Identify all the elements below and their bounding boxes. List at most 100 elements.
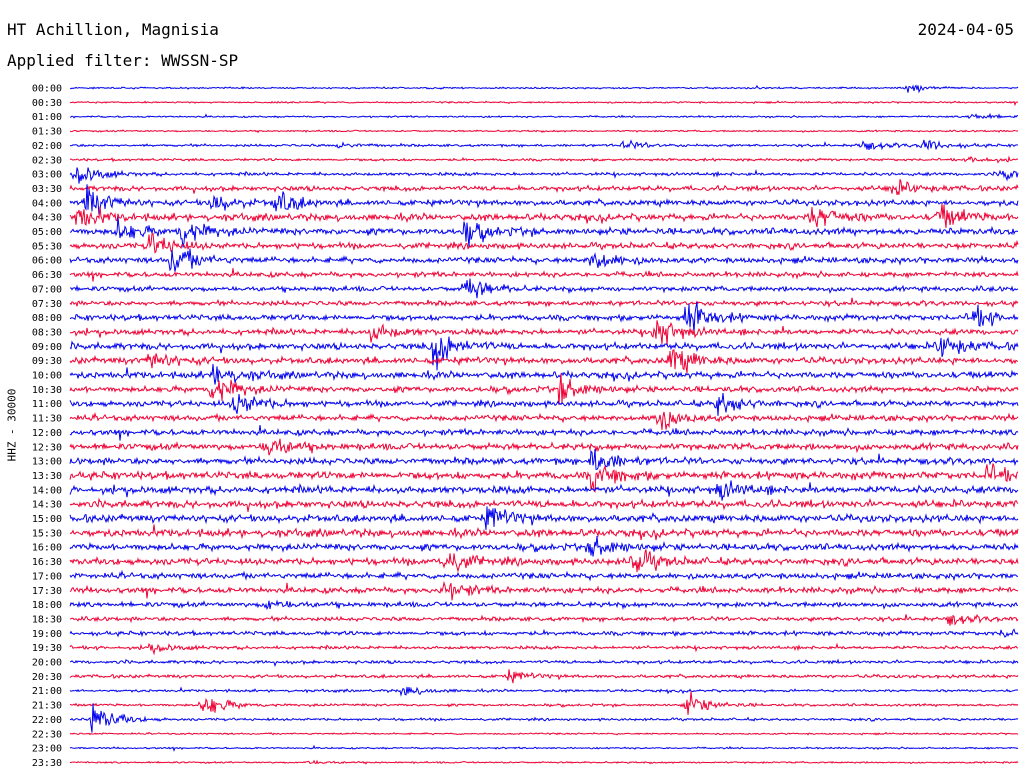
row-label: 06:30: [32, 270, 62, 281]
seismic-trace: [69, 349, 1019, 374]
row-label: 02:00: [32, 141, 62, 152]
row-label: 19:00: [32, 629, 62, 640]
row-label: 12:00: [32, 428, 62, 439]
seismic-trace: [69, 642, 1019, 656]
seismic-trace: [69, 613, 1019, 626]
seismic-trace: [69, 448, 1019, 470]
seismic-trace: [70, 278, 1019, 299]
row-label: 15:00: [32, 514, 62, 525]
row-label: 07:30: [32, 299, 62, 310]
seismic-trace: [69, 297, 1019, 309]
seismic-trace: [69, 658, 1019, 667]
row-label: 21:30: [32, 701, 62, 712]
seismic-trace: [69, 411, 1019, 430]
row-label: 17:30: [32, 586, 62, 597]
row-label: 22:30: [32, 729, 62, 740]
seismic-trace: [69, 669, 1019, 684]
row-label: 18:30: [32, 614, 62, 625]
seismic-trace: [69, 248, 1019, 272]
row-label: 11:30: [32, 414, 62, 425]
seismic-trace: [69, 179, 1019, 196]
row-label: 19:30: [32, 643, 62, 654]
seismic-trace: [69, 731, 1019, 736]
row-label: 10:00: [32, 371, 62, 382]
trace-rows: [69, 84, 1019, 765]
filter-label: Applied filter: WWSSN-SP: [7, 51, 239, 70]
seismic-trace: [69, 112, 1019, 120]
row-label: 07:00: [32, 284, 62, 295]
row-label: 16:00: [32, 543, 62, 554]
row-label: 09:30: [32, 356, 62, 367]
seismic-trace: [69, 599, 1019, 611]
row-label: 09:00: [32, 342, 62, 353]
seismic-trace: [69, 392, 1019, 416]
seismic-trace: [69, 424, 1019, 441]
row-label: 23:30: [32, 758, 62, 769]
seismic-trace: [69, 217, 1019, 248]
row-label: 03:30: [32, 184, 62, 195]
row-label: 20:00: [32, 658, 62, 669]
row-label: 20:30: [32, 672, 62, 683]
row-label: 16:30: [32, 557, 62, 568]
seismic-trace: [69, 320, 1019, 346]
seismic-trace: [69, 463, 1019, 493]
row-label: 03:00: [32, 170, 62, 181]
seismic-trace: [69, 203, 1019, 228]
row-label: 05:00: [32, 227, 62, 238]
seismic-trace: [69, 139, 1019, 151]
row-labels: 00:00 00:30 01:00 01:30 02:00 02:30 03:00 03:30…: [32, 84, 62, 769]
seismic-trace: [69, 686, 1019, 697]
row-label: 21:00: [32, 686, 62, 697]
seismic-trace: [69, 524, 1019, 541]
row-label: 18:00: [32, 600, 62, 611]
row-label: 11:00: [32, 399, 62, 410]
seismic-trace: [69, 628, 1019, 638]
seismic-trace: [69, 100, 1019, 107]
seismic-trace: [69, 155, 1019, 164]
row-label: 14:30: [32, 500, 62, 511]
row-label: 04:00: [32, 198, 62, 209]
row-label: 13:30: [32, 471, 62, 482]
row-label: 23:00: [32, 744, 62, 755]
seismic-trace: [69, 184, 1019, 215]
station-title: HT Achillion, Magnisia: [7, 20, 219, 39]
seismic-trace: [69, 336, 1019, 371]
seismic-trace: [69, 84, 1019, 94]
row-label: 01:30: [32, 127, 62, 138]
row-label: 06:00: [32, 256, 62, 267]
seismic-trace: [69, 364, 1019, 385]
row-label: 05:30: [32, 241, 62, 252]
seismic-trace: [69, 373, 1019, 406]
row-label: 12:30: [32, 442, 62, 453]
row-label: 00:00: [32, 84, 62, 95]
row-label: 04:30: [32, 213, 62, 224]
row-label: 14:00: [32, 485, 62, 496]
row-label: 08:30: [32, 327, 62, 338]
row-label: 02:30: [32, 155, 62, 166]
seismic-trace: [69, 480, 1019, 501]
seismic-trace: [69, 744, 1019, 752]
seismic-trace: [69, 167, 1019, 184]
seismic-trace: [69, 703, 1019, 733]
row-label: 10:30: [32, 385, 62, 396]
row-label: 01:00: [32, 112, 62, 123]
seismic-trace: [69, 301, 1019, 333]
row-label: 08:00: [32, 313, 62, 324]
seismic-trace: [69, 438, 1019, 456]
seismic-trace: [69, 549, 1019, 573]
seismic-trace: [70, 691, 1019, 715]
seismic-trace: [69, 569, 1019, 582]
seismic-trace: [69, 497, 1019, 512]
row-label: 13:00: [32, 457, 62, 468]
seismic-trace: [69, 580, 1019, 601]
seismic-trace: [69, 129, 1019, 134]
seismic-trace: [69, 268, 1019, 282]
seismic-trace: [69, 506, 1019, 530]
date-label: 2024-04-05: [917, 20, 1014, 39]
row-label: 00:30: [32, 98, 62, 109]
row-label: 17:00: [32, 571, 62, 582]
seismic-trace: [69, 536, 1019, 557]
seismic-trace: [69, 759, 1019, 765]
seismic-trace: [69, 233, 1019, 254]
